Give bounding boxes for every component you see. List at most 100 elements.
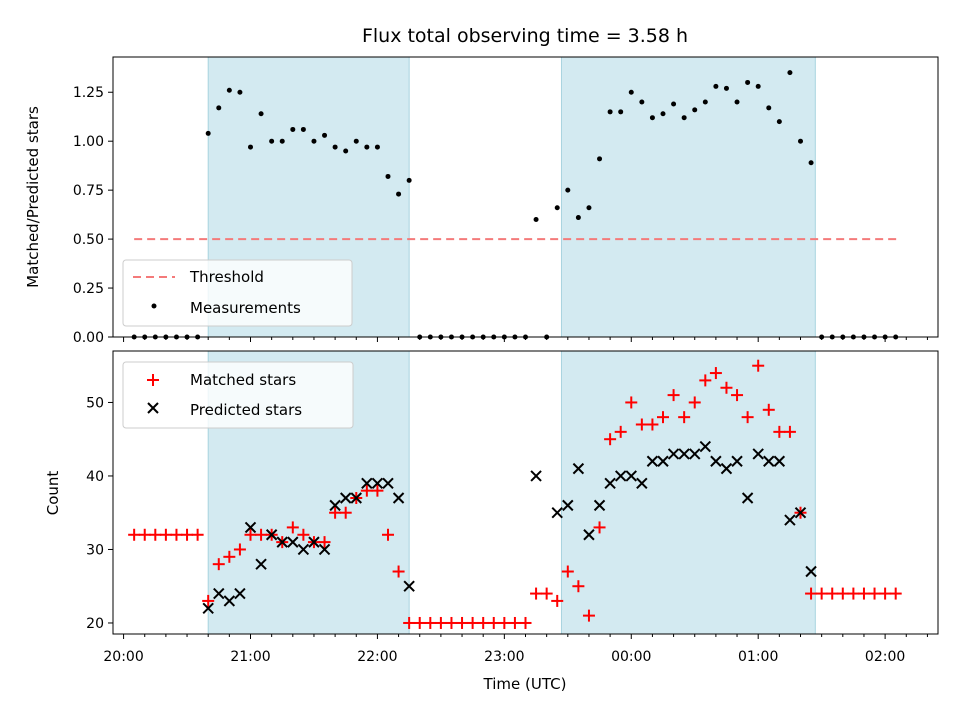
data-point	[575, 215, 581, 221]
y-tick-label: 50	[86, 395, 104, 411]
data-point	[723, 85, 729, 91]
matched-point	[657, 411, 669, 424]
y-axis-ticks: 0.00 0.25 0.50 0.75 1.00 1.25	[73, 85, 113, 346]
x-tick-label: 22:00	[357, 649, 397, 665]
plot-frame	[112, 350, 939, 635]
matched-point	[212, 558, 225, 571]
y-axis-label: Matched/Predicted stars	[24, 106, 42, 288]
predicted-point	[202, 602, 214, 614]
legend-measurement-swatch	[151, 303, 157, 309]
predicted-point	[720, 462, 733, 475]
predicted-point	[562, 499, 574, 512]
matched-point	[699, 374, 712, 387]
matched-point	[561, 565, 574, 578]
matched-point	[540, 587, 553, 600]
matched-point	[508, 616, 521, 629]
x-tick-label: 00:00	[611, 649, 651, 665]
x-tick-label: 02:00	[865, 649, 905, 665]
x-tick-label: 01:00	[738, 649, 778, 665]
data-point	[798, 138, 803, 144]
matched-point	[868, 587, 881, 600]
matched-point	[667, 389, 680, 402]
matched-point	[815, 587, 828, 600]
predicted-point	[318, 543, 331, 556]
bottom-panel: 20 30 40 50 20:00 21:00 22:00 23:00 00:00 01:00 0…	[44, 350, 939, 693]
predicted-point	[784, 514, 796, 526]
predicted-point	[604, 477, 616, 490]
predicted-point	[382, 477, 394, 490]
predicted-point	[244, 521, 257, 534]
count-points	[128, 359, 902, 629]
matched-point	[434, 616, 447, 629]
matched-point	[731, 389, 744, 402]
predicted-point	[636, 477, 648, 490]
data-point	[533, 217, 539, 223]
matched-point	[847, 587, 860, 600]
predicted-point	[329, 499, 341, 512]
matched-point	[244, 528, 257, 541]
data-point	[258, 111, 264, 117]
y-tick-label: 0.25	[73, 281, 104, 297]
legend-matched-label: Matched stars	[190, 371, 296, 389]
data-point	[364, 144, 370, 150]
data-point	[269, 138, 275, 144]
matched-point	[360, 484, 373, 497]
matched-point	[233, 543, 246, 556]
predicted-point	[678, 448, 690, 460]
matched-point	[773, 425, 786, 438]
data-point	[248, 144, 253, 150]
matched-point	[614, 425, 627, 438]
data-point	[776, 119, 782, 125]
y-tick-label: 1.00	[73, 134, 104, 150]
x-tick-label: 23:00	[484, 649, 524, 665]
predicted-point	[392, 492, 405, 504]
data-point	[290, 126, 296, 132]
data-point	[649, 115, 655, 121]
predicted-point	[265, 529, 278, 541]
matched-point	[582, 609, 595, 622]
data-point	[374, 144, 380, 150]
predicted-point	[773, 455, 786, 467]
matched-point	[466, 616, 479, 629]
data-point	[671, 101, 677, 107]
predicted-point	[297, 543, 310, 556]
matched-point	[286, 521, 299, 534]
matched-point	[678, 411, 691, 424]
matched-point	[318, 536, 331, 549]
data-point	[279, 138, 285, 144]
predicted-point	[646, 455, 659, 467]
data-point	[660, 111, 666, 117]
matched-point	[805, 587, 818, 600]
predicted-point	[741, 492, 754, 504]
matched-point	[297, 528, 310, 541]
matched-point	[593, 521, 606, 534]
data-point	[787, 70, 793, 76]
data-point	[237, 89, 243, 95]
predicted-point	[234, 587, 246, 600]
plot-frame	[112, 56, 939, 338]
predicted-point	[614, 470, 627, 482]
matched-point	[720, 381, 733, 394]
legend-box	[122, 259, 353, 327]
chart-title: Flux total observing time = 3.58 h	[362, 25, 688, 47]
matched-point	[413, 616, 426, 629]
y-tick-label: 0.00	[73, 330, 104, 346]
predicted-point	[403, 580, 415, 592]
legend-predicted-swatch	[147, 402, 159, 414]
matched-point	[498, 616, 511, 629]
data-point	[755, 83, 761, 89]
data-point	[734, 99, 740, 105]
predicted-point	[805, 565, 817, 578]
predicted-point	[223, 595, 236, 607]
x-tick-label: 21:00	[230, 649, 270, 665]
data-point	[681, 115, 687, 121]
matched-point	[329, 506, 342, 519]
matched-point	[879, 587, 892, 600]
data-point	[332, 144, 338, 150]
matched-point	[138, 528, 151, 541]
matched-point	[456, 616, 469, 629]
data-point	[353, 138, 359, 144]
matched-point	[392, 565, 405, 578]
matched-point	[149, 528, 162, 541]
